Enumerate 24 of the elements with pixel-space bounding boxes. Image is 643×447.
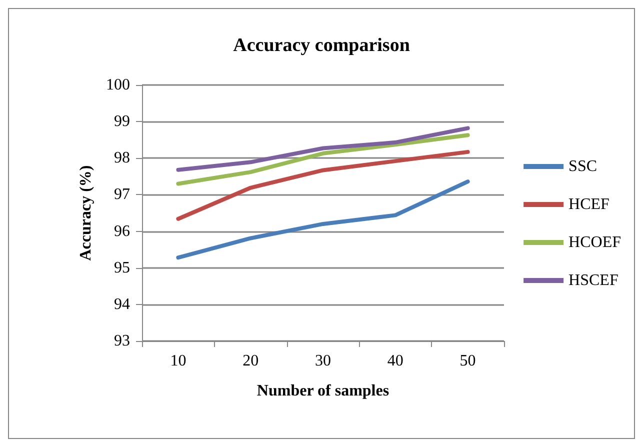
x-tick-label: 40 <box>387 352 404 370</box>
line-series <box>176 133 470 186</box>
y-tick-label: 96 <box>114 222 130 240</box>
y-tick-label: 100 <box>106 76 130 94</box>
legend-label: HSCEF <box>568 272 618 289</box>
y-tick-label: 95 <box>114 259 130 276</box>
x-axis-title: Number of samples <box>256 382 390 400</box>
line-series <box>176 126 470 172</box>
legend-label: SSC <box>568 158 598 175</box>
x-tick-label: 10 <box>170 352 186 370</box>
y-tick-label: 99 <box>114 113 130 130</box>
y-tick-label: 97 <box>114 186 130 204</box>
y-tick-label: 93 <box>114 332 130 350</box>
chart-title: Accuracy comparison <box>233 35 410 56</box>
legend-label: HCEF <box>568 196 610 213</box>
x-tick-label: 30 <box>315 352 331 370</box>
legend-label: HCOEF <box>568 234 622 251</box>
y-tick-label: 94 <box>114 296 130 313</box>
x-tick-label: 20 <box>242 352 259 370</box>
y-axis-title: Accuracy (%) <box>78 165 94 261</box>
x-tick-label: 50 <box>460 352 476 370</box>
line-series <box>176 180 470 260</box>
line-series <box>176 150 470 221</box>
y-tick-label: 98 <box>114 150 130 167</box>
